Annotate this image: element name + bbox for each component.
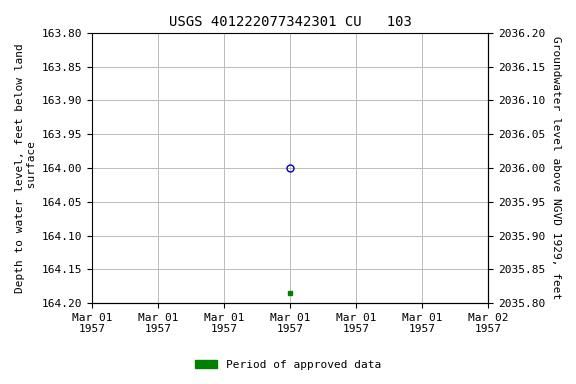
Legend: Period of approved data: Period of approved data [191,356,385,375]
Title: USGS 401222077342301 CU   103: USGS 401222077342301 CU 103 [169,15,412,29]
Y-axis label: Depth to water level, feet below land
 surface: Depth to water level, feet below land su… [15,43,37,293]
Y-axis label: Groundwater level above NGVD 1929, feet: Groundwater level above NGVD 1929, feet [551,36,561,300]
